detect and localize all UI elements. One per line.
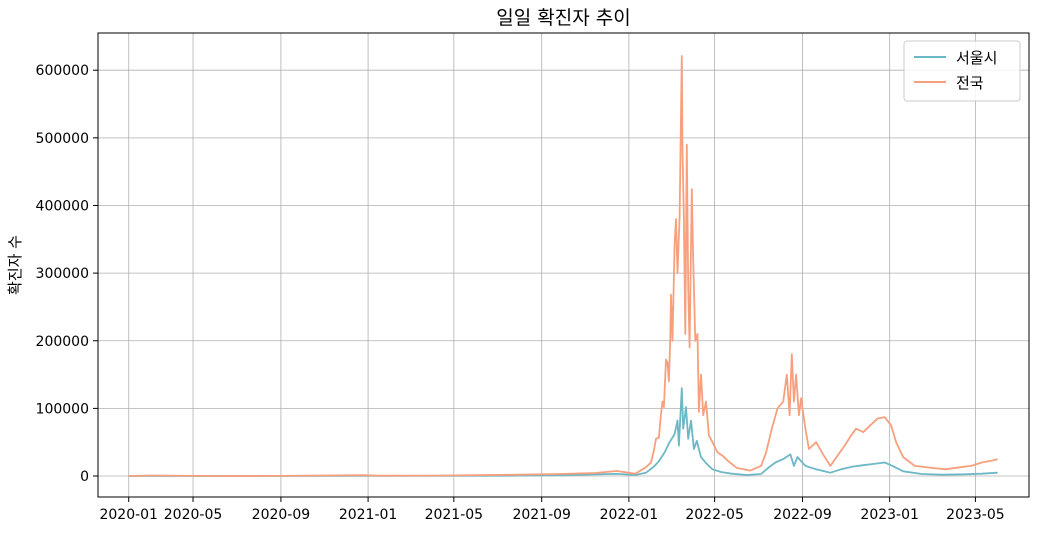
y-tick-label: 200000 (36, 334, 89, 350)
x-tick-label: 2023-01 (860, 507, 919, 523)
y-tick-label: 0 (80, 469, 89, 485)
y-tick-label: 100000 (36, 401, 89, 417)
x-axis-ticks: 2020-01 2020-05 2020-09 2021-01 2021-05 2021-… (99, 497, 1005, 523)
y-tick-label: 600000 (36, 63, 89, 79)
chart-title: 일일 확진자 추이 (496, 7, 630, 29)
grid-lines (98, 33, 1029, 497)
x-tick-label: 2023-05 (946, 507, 1005, 523)
plot-area-frame (97, 32, 1030, 498)
y-axis-ticks: 0 100000 200000 300000 400000 500000 600000 (36, 63, 98, 485)
x-tick-label: 2020-09 (252, 507, 311, 523)
x-tick-label: 2022-09 (773, 507, 832, 523)
series-lines (128, 55, 998, 477)
x-tick-label: 2022-01 (600, 507, 659, 523)
y-tick-label: 400000 (36, 198, 89, 214)
y-tick-label: 300000 (36, 266, 89, 282)
y-axis-label: 확진자 수 (6, 235, 24, 295)
legend-label: 서울시 (956, 49, 997, 67)
y-tick-label: 500000 (36, 131, 89, 147)
x-tick-label: 2020-05 (164, 507, 223, 523)
x-tick-label: 2021-09 (512, 507, 571, 523)
x-tick-label: 2021-05 (425, 507, 484, 523)
legend-label: 전국 (956, 74, 984, 92)
x-tick-label: 2022-05 (685, 507, 744, 523)
series-line-0 (128, 387, 998, 477)
series-line-1 (128, 55, 998, 477)
x-tick-label: 2020-01 (99, 507, 158, 523)
x-tick-label: 2021-01 (339, 507, 398, 523)
